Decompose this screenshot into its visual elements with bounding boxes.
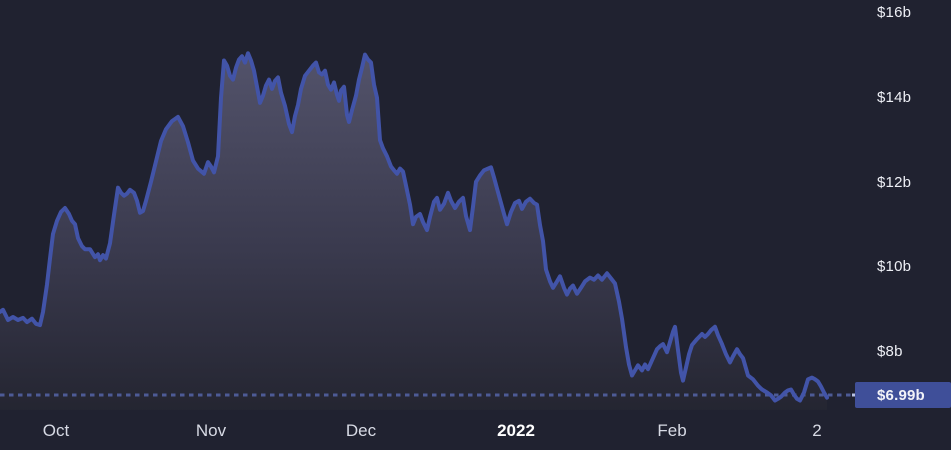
x-tick-label: Oct [42, 421, 70, 440]
y-tick-label: $8b [877, 343, 903, 361]
x-tick-label: Dec [345, 421, 377, 440]
x-tick-label: 2 [812, 421, 822, 440]
y-tick-label: $10b [877, 258, 912, 276]
y-tick-label: $14b [877, 88, 912, 106]
y-tick-label: $12b [877, 173, 912, 191]
current-value-label: $6.99b [877, 386, 925, 404]
x-tick-label: Nov [195, 421, 227, 440]
price-line [0, 51, 829, 403]
area-fill [0, 53, 827, 411]
x-tick-label: 2022 [497, 421, 535, 440]
current-value-badge: $6.99b [855, 382, 951, 408]
x-tick-label: Feb [657, 421, 687, 440]
y-tick-label: $16b [877, 4, 912, 21]
